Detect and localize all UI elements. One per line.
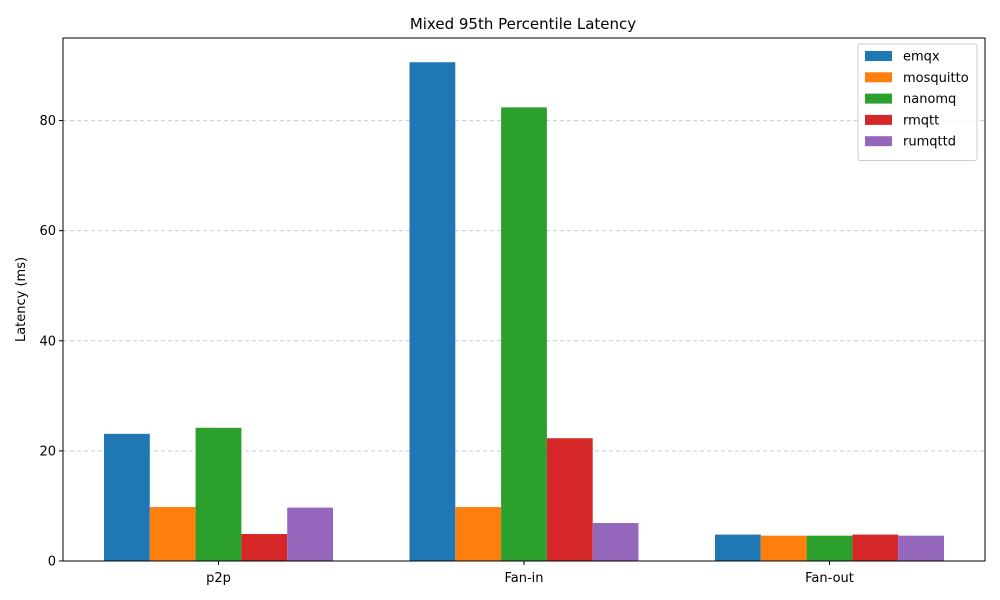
bar-rumqttd-fan-in: [592, 523, 639, 561]
bar-emqx-p2p: [104, 433, 150, 561]
y-tick-label: 0: [48, 555, 56, 570]
legend-label-rumqttd: rumqttd: [903, 135, 956, 150]
legend-swatch-rmqtt: [865, 114, 892, 125]
x-tick-label: p2p: [206, 571, 231, 586]
legend-label-emqx: emqx: [903, 50, 940, 65]
x-tick-label: Fan-in: [504, 571, 543, 586]
chart-title: Mixed 95th Percentile Latency: [410, 15, 636, 33]
legend-swatch-rumqttd: [865, 136, 892, 147]
y-axis-ticks: 0 20 40 60 80: [39, 114, 63, 570]
legend-swatch-emqx: [865, 51, 892, 61]
y-axis-label: Latency (ms): [14, 257, 29, 342]
bar-nanomq-fan-in: [501, 107, 547, 561]
y-tick-label: 80: [39, 114, 56, 129]
bar-nanomq-fan-out: [806, 535, 853, 561]
y-tick-label: 60: [39, 224, 56, 239]
bar-rmqtt-fan-in: [546, 438, 593, 561]
x-tick-label: Fan-out: [805, 571, 854, 586]
bar-nanomq-p2p: [195, 427, 242, 561]
legend-swatch-nanomq: [865, 93, 892, 104]
bar-rmqtt-p2p: [241, 534, 288, 561]
bars: [104, 62, 944, 562]
bar-mosquitto-p2p: [149, 507, 196, 561]
y-tick-label: 40: [39, 334, 56, 349]
bar-emqx-fan-out: [715, 534, 761, 561]
legend: emqx mosquitto nanomq rmqtt rumqttd: [857, 43, 978, 161]
bar-rumqttd-p2p: [287, 507, 333, 561]
legend-swatch-mosquitto: [865, 72, 892, 83]
y-tick-label: 20: [39, 444, 56, 459]
bar-rumqttd-fan-out: [898, 535, 944, 561]
x-axis-ticks: p2p Fan-in Fan-out: [206, 561, 854, 586]
bar-mosquitto-fan-in: [455, 507, 502, 561]
legend-label-mosquitto: mosquitto: [903, 71, 969, 86]
legend-label-rmqtt: rmqtt: [903, 113, 939, 128]
bar-rmqtt-fan-out: [852, 534, 899, 561]
bar-mosquitto-fan-out: [760, 535, 807, 561]
bar-emqx-fan-in: [409, 62, 456, 562]
legend-label-nanomq: nanomq: [903, 92, 956, 107]
